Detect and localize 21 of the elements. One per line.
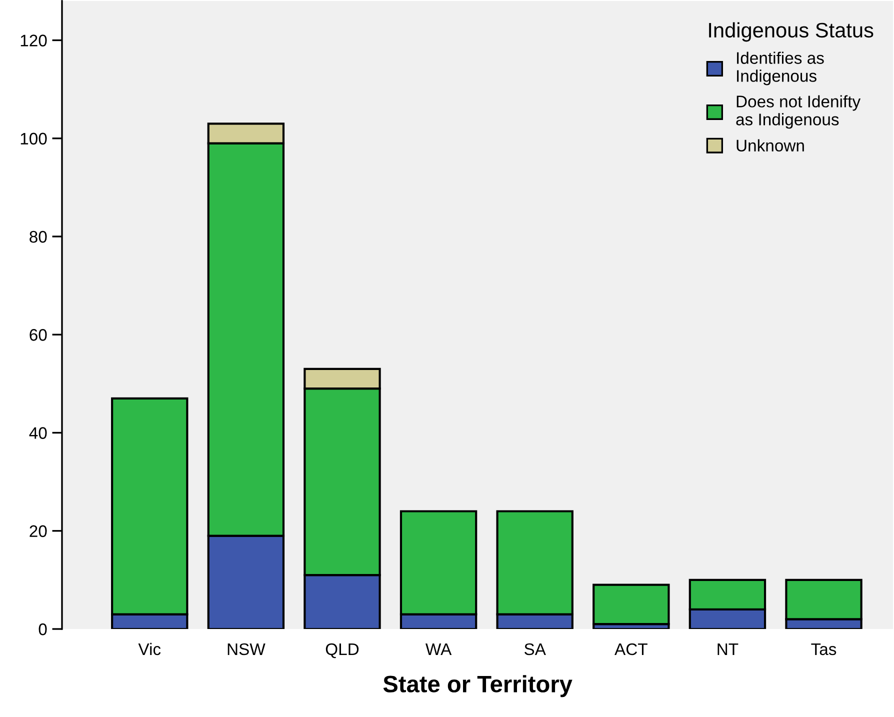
x-tick-label: NSW <box>228 643 266 656</box>
x-tick-label: Vic <box>138 642 161 656</box>
x-tick-label: SA <box>524 643 546 656</box>
bar <box>592 584 670 626</box>
y-tick-label: 60 <box>30 329 47 341</box>
x-axis-title: State or Territory <box>383 675 572 698</box>
x-tick-label: ACT <box>614 643 648 656</box>
y-tick-label: 0 <box>38 623 47 636</box>
legend-title: Indigenous Status <box>709 22 874 42</box>
y-tick-label: 100 <box>20 132 47 145</box>
x-tick-label: NT <box>718 644 738 655</box>
y-tick-label: 80 <box>30 230 47 243</box>
y-tick-label: 120 <box>20 34 47 46</box>
y-tick-label: 20 <box>30 525 47 538</box>
legend-label: Unknown <box>736 139 804 152</box>
legend-label: Identifies as Indigenous <box>737 52 824 86</box>
x-tick-label: WA <box>426 644 452 655</box>
x-tick-label: QLD <box>326 643 359 658</box>
x-tick-label: Tas <box>811 644 836 656</box>
y-tick-label: 40 <box>29 427 47 439</box>
legend-label: Does not Idenifty as Indigenous <box>736 95 861 129</box>
